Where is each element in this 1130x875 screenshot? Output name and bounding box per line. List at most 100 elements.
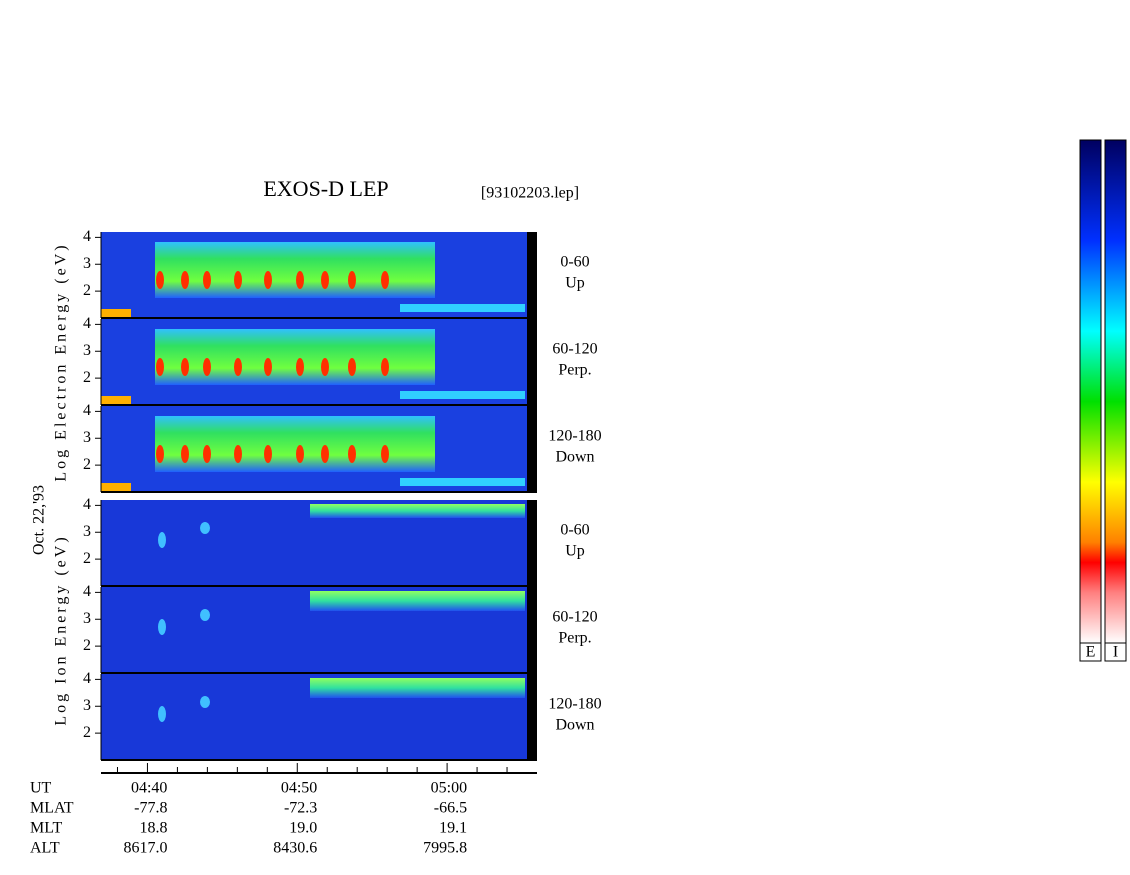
panel-angle: 120-180	[548, 428, 601, 445]
date-label: Oct. 22,'93	[31, 485, 48, 555]
data-edge	[527, 406, 537, 492]
spectrogram-spot	[158, 619, 166, 635]
ephemeris-label: MLT	[30, 820, 63, 837]
spectrogram-band	[155, 242, 435, 298]
x-tick-label: 04:50	[281, 780, 317, 797]
y-tick-label: 4	[83, 583, 91, 600]
y-tick-label: 3	[83, 429, 91, 446]
spectrogram-spot	[156, 271, 164, 289]
spectrogram-spot	[296, 271, 304, 289]
spectrogram-band	[101, 483, 131, 491]
spectrogram-spot	[158, 532, 166, 548]
ephemeris-value: 19.1	[439, 820, 467, 837]
spectrogram-spot	[234, 445, 242, 463]
ephemeris-value: -77.8	[134, 800, 167, 817]
data-edge	[527, 232, 537, 318]
spectrogram-spot	[348, 358, 356, 376]
panel-direction: Perp.	[558, 630, 591, 647]
y-axis-title: Log Electron Energy (eV)	[53, 242, 70, 481]
data-edge	[527, 674, 537, 760]
y-tick-label: 4	[83, 228, 91, 245]
spectrogram-spot	[203, 445, 211, 463]
y-tick-label: 2	[83, 550, 91, 567]
spectrogram-spot	[348, 271, 356, 289]
file-name: [93102203.lep]	[481, 185, 579, 202]
spectrogram-spot	[296, 445, 304, 463]
y-tick-label: 3	[83, 523, 91, 540]
spectrogram-band	[400, 391, 525, 399]
spectrogram-spot	[296, 358, 304, 376]
data-edge	[527, 319, 537, 405]
spectrogram-spot	[381, 358, 389, 376]
colorbar-label: I	[1113, 644, 1118, 661]
y-tick-label: 3	[83, 697, 91, 714]
panel-angle: 0-60	[560, 254, 589, 271]
spectrogram-spot	[234, 358, 242, 376]
spectrogram-spot	[381, 271, 389, 289]
ephemeris-value: -66.5	[434, 800, 467, 817]
colorbar	[1104, 139, 1127, 644]
spectrogram-spot	[264, 271, 272, 289]
y-tick-label: 4	[83, 402, 91, 419]
spectrogram-spot	[321, 445, 329, 463]
y-tick-label: 3	[83, 342, 91, 359]
ephemeris-value: 8430.6	[273, 840, 317, 857]
y-tick-label: 4	[83, 496, 91, 513]
spectrogram-band	[310, 678, 525, 698]
panel-angle: 60-120	[552, 341, 597, 358]
ephemeris-value: 19.0	[289, 820, 317, 837]
colorbar-label: E	[1086, 644, 1096, 661]
spectrogram-band	[400, 304, 525, 312]
x-tick-label: 04:40	[131, 780, 167, 797]
panel-angle: 120-180	[548, 696, 601, 713]
spectrogram-band	[310, 591, 525, 611]
colorbar	[1079, 139, 1102, 644]
ephemeris-value: 8617.0	[123, 840, 167, 857]
chart-title: EXOS-D LEP	[263, 176, 388, 201]
ephemeris-value: 18.8	[139, 820, 167, 837]
spectrogram-spot	[158, 706, 166, 722]
ephemeris-label: UT	[30, 780, 52, 797]
panel-direction: Up	[565, 275, 585, 292]
colorbar-label-box	[1079, 642, 1102, 662]
ephemeris-label: MLAT	[30, 800, 74, 817]
spectrogram-spot	[203, 358, 211, 376]
x-tick-label: 05:00	[431, 780, 467, 797]
spectrogram-spot	[181, 271, 189, 289]
spectrogram-band	[101, 396, 131, 404]
spectrogram-spot	[156, 445, 164, 463]
spectrogram-spot	[381, 445, 389, 463]
y-tick-label: 3	[83, 610, 91, 627]
y-tick-label: 4	[83, 670, 91, 687]
spectrogram-band	[155, 329, 435, 385]
spectrogram-spot	[203, 271, 211, 289]
y-tick-label: 2	[83, 724, 91, 741]
spectrogram-band	[310, 504, 525, 518]
panel-direction: Up	[565, 543, 585, 560]
data-edge	[527, 500, 537, 586]
panel-direction: Down	[555, 449, 594, 466]
y-tick-label: 2	[83, 637, 91, 654]
spectrogram-spot	[348, 445, 356, 463]
ephemeris-value: -72.3	[284, 800, 317, 817]
y-tick-label: 3	[83, 255, 91, 272]
y-tick-label: 2	[83, 369, 91, 386]
y-axis-title: Log Ion Energy (eV)	[53, 534, 70, 725]
spectrogram-spot	[321, 271, 329, 289]
panel-angle: 0-60	[560, 522, 589, 539]
spectrogram-spot	[264, 358, 272, 376]
spectrogram-spot	[181, 445, 189, 463]
data-edge	[527, 587, 537, 673]
spectrogram-band	[101, 309, 131, 317]
spectrogram-band	[155, 416, 435, 472]
spectrogram-spot	[321, 358, 329, 376]
spectrogram-spot	[181, 358, 189, 376]
spectrogram-spot	[200, 522, 210, 534]
panel-angle: 60-120	[552, 609, 597, 626]
colorbar-label-box	[1104, 642, 1127, 662]
y-tick-label: 4	[83, 315, 91, 332]
ephemeris-label: ALT	[30, 840, 60, 857]
spectrogram-spot	[200, 609, 210, 621]
spectrogram-spot	[156, 358, 164, 376]
